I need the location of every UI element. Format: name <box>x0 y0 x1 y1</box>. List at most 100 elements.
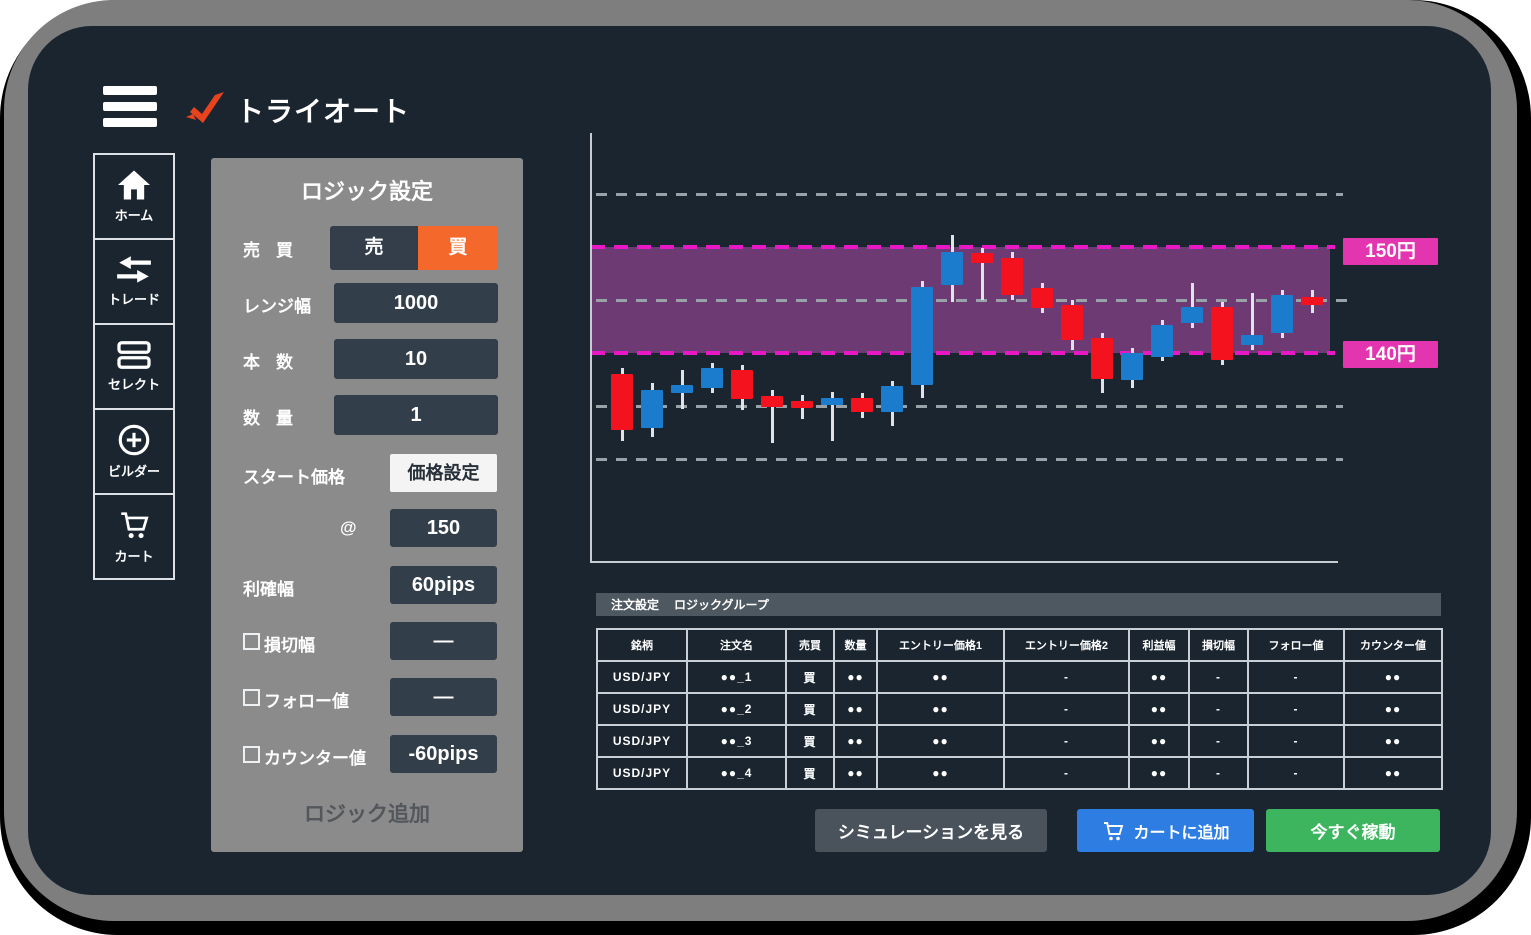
order-cell: ●●_1 <box>686 660 787 694</box>
range-width-label: レンジ幅 <box>243 297 311 316</box>
order-cell: 買 <box>785 756 835 790</box>
candle-down <box>761 396 783 408</box>
logic-settings-panel: ロジック設定 売買 売 買 レンジ幅 1000 本数 10 数量 1 スタート価… <box>211 158 523 852</box>
at-price-input[interactable]: 150 <box>390 509 497 547</box>
counter-checkbox[interactable] <box>243 746 260 763</box>
order-cell: ●● <box>876 724 1005 758</box>
gridline <box>596 193 1343 196</box>
price-label-bottom: 140円 <box>1343 341 1438 368</box>
range-band-edge <box>591 351 1335 355</box>
candle-up <box>1121 353 1143 380</box>
sidebar-item-trade[interactable]: トレード <box>95 240 173 325</box>
stoploss-checkbox[interactable] <box>243 633 260 650</box>
candle-up <box>1181 307 1203 324</box>
quantity-label: 数量 <box>243 409 309 428</box>
cart-icon <box>1104 821 1124 840</box>
order-cell: - <box>1247 724 1345 758</box>
count-label: 本数 <box>243 353 309 372</box>
tab-order-settings[interactable]: 注文設定 <box>611 598 660 612</box>
counter-input[interactable]: -60pips <box>390 735 497 773</box>
header-row: 銘柄 注文名 売買 数量 エントリー価格1 エントリー価格2 利益幅 損切幅 フォロー値 カウンタ… <box>596 628 1443 662</box>
candle-down <box>1091 338 1113 380</box>
column-header: 数量 <box>833 628 878 662</box>
cart-icon <box>121 512 149 539</box>
order-cell: - <box>1003 692 1130 726</box>
column-header: 売買 <box>785 628 835 662</box>
tab-logic-group[interactable]: ロジックグループ <box>674 598 769 612</box>
order-cell: 買 <box>785 660 835 694</box>
follow-input[interactable]: — <box>390 678 497 716</box>
stoploss-input[interactable]: — <box>390 622 497 660</box>
order-cell: ●● <box>1343 724 1443 758</box>
column-header: 銘柄 <box>596 628 688 662</box>
follow-checkbox[interactable] <box>243 689 260 706</box>
candle-down <box>851 397 873 413</box>
order-row: USD/JPY ●●_1 買 ●● ●● - ●● - - ●● <box>596 660 1443 694</box>
run-now-button[interactable]: 今すぐ稼動 <box>1266 809 1440 852</box>
candle-down <box>731 369 753 399</box>
follow-label: フォロー値 <box>264 692 349 711</box>
order-cell: ●● <box>876 660 1005 694</box>
buy-toggle-selected[interactable]: 買 <box>418 226 498 270</box>
order-cell: - <box>1003 660 1130 694</box>
candle-down <box>1061 305 1083 341</box>
candle-up <box>881 385 903 413</box>
order-cell: ●● <box>833 692 878 726</box>
sidebar-item-home[interactable]: ホーム <box>95 155 173 240</box>
sidebar-item-cart[interactable]: カート <box>95 495 173 578</box>
candle-up <box>641 390 663 429</box>
candle-up <box>941 252 963 286</box>
order-cell: - <box>1247 660 1345 694</box>
candle-up <box>1151 325 1173 358</box>
add-logic-button[interactable]: ロジック追加 <box>304 803 430 826</box>
order-cell: ●● <box>876 756 1005 790</box>
order-cell: USD/JPY <box>596 692 688 726</box>
order-cell: - <box>1188 692 1249 726</box>
candle-wick <box>830 392 834 441</box>
order-cell: - <box>1003 724 1130 758</box>
candle-up <box>1271 294 1293 333</box>
menu-bar <box>103 86 157 95</box>
order-cell: ●●_4 <box>686 756 787 790</box>
candle-wick <box>980 248 984 300</box>
candle-down <box>1301 296 1323 306</box>
candle-down <box>611 374 633 431</box>
range-band-edge <box>591 245 1335 249</box>
order-cell: ●●_3 <box>686 724 787 758</box>
stoploss-label: 損切幅 <box>264 636 315 655</box>
column-header: 注文名 <box>686 628 787 662</box>
sidebar-item-label: トレード <box>107 292 160 307</box>
column-header: 利益幅 <box>1128 628 1190 662</box>
order-cell: ●● <box>1343 756 1443 790</box>
candle-down <box>971 253 993 263</box>
sidebar-item-select[interactable]: セレクト <box>95 325 173 410</box>
order-cell: ●● <box>1128 756 1190 790</box>
count-input[interactable]: 10 <box>334 339 498 379</box>
column-header: フォロー値 <box>1247 628 1345 662</box>
trade-arrows-icon <box>117 256 151 283</box>
view-simulation-button[interactable]: シミュレーションを見る <box>815 809 1047 852</box>
order-cell: ●● <box>1128 724 1190 758</box>
profit-width-label: 利確幅 <box>243 580 294 599</box>
profit-width-input[interactable]: 60pips <box>390 566 497 604</box>
order-cell: USD/JPY <box>596 756 688 790</box>
order-cell: - <box>1247 756 1345 790</box>
select-cards-icon <box>117 341 151 369</box>
menu-bar <box>103 118 157 127</box>
sidebar-item-label: ホーム <box>114 208 154 223</box>
order-cell: - <box>1188 660 1249 694</box>
price-set-button[interactable]: 価格設定 <box>390 454 497 492</box>
chart-y-axis <box>590 133 592 563</box>
candle-up <box>671 384 693 394</box>
quantity-input[interactable]: 1 <box>334 395 498 435</box>
add-to-cart-button[interactable]: カートに追加 <box>1077 809 1254 852</box>
orders-table: 銘柄 注文名 売買 数量 エントリー価格1 エントリー価格2 利益幅 損切幅 フォロー値 カウンタ… <box>596 628 1443 790</box>
brand-name: トライオート <box>236 96 411 127</box>
start-price-label: スタート価格 <box>243 468 345 487</box>
range-width-input[interactable]: 1000 <box>334 283 498 323</box>
menu-icon[interactable] <box>103 86 157 134</box>
sell-toggle[interactable]: 売 <box>330 226 418 270</box>
sidebar-item-builder[interactable]: ビルダー <box>95 410 173 495</box>
candle-down <box>1031 288 1053 309</box>
